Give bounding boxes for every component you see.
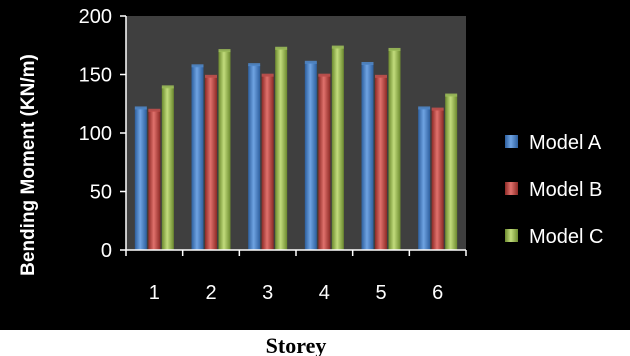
- bar-model-b-storey-3: [261, 75, 274, 250]
- y-tick-label: 0: [101, 240, 112, 262]
- x-tick-label: 2: [205, 282, 216, 304]
- x-tick-label: 6: [432, 282, 443, 304]
- x-tick-label: 3: [262, 282, 273, 304]
- x-ticks-group: 1 2 3 4 5 6: [125, 250, 467, 304]
- bar-cap: [388, 47, 401, 51]
- legend-label: Model A: [529, 132, 602, 154]
- bar-model-c-storey-4: [331, 47, 344, 251]
- bar-model-a-storey-5: [361, 63, 374, 250]
- x-tick-label: 5: [375, 282, 386, 304]
- bar-cap: [418, 106, 431, 110]
- bar-cap: [148, 108, 161, 112]
- x-tick-label: 4: [319, 282, 330, 304]
- bar-cap: [318, 73, 331, 77]
- bar-model-a-storey-2: [191, 66, 204, 250]
- bar-cap: [331, 45, 344, 49]
- y-tick-label: 100: [79, 123, 112, 145]
- y-axis-label: Bending Moment (KN/m): [18, 54, 39, 276]
- bar-cap: [218, 49, 231, 53]
- bar-cap: [275, 46, 288, 50]
- legend-swatch: [505, 135, 518, 148]
- bar-cap: [431, 107, 444, 111]
- bar-cap: [248, 63, 261, 67]
- bar-cap: [191, 64, 204, 68]
- y-tick-label: 50: [90, 182, 112, 204]
- plot-area: [126, 16, 466, 250]
- bar-cap: [304, 60, 317, 64]
- bar-cap: [261, 73, 274, 77]
- y-tick-label: 200: [79, 6, 112, 28]
- bar-cap: [445, 93, 458, 97]
- bar-model-b-storey-2: [205, 76, 217, 250]
- legend-swatch: [505, 229, 518, 242]
- bar-model-b-storey-4: [318, 75, 331, 250]
- legend-swatch: [505, 182, 518, 195]
- bars-group: [134, 45, 458, 251]
- bar-cap: [161, 85, 174, 89]
- bar-model-b-storey-6: [431, 109, 444, 250]
- bar-model-a-storey-1: [134, 108, 147, 251]
- bar-model-c-storey-3: [275, 48, 288, 251]
- bar-model-c-storey-5: [388, 49, 401, 251]
- legend-label: Model B: [529, 179, 602, 201]
- x-label-band: [0, 330, 630, 356]
- bar-cap: [134, 106, 147, 110]
- bar-cap: [205, 74, 217, 78]
- legend: Model A Model B Model C: [505, 132, 603, 248]
- x-tick-label: 1: [149, 282, 160, 304]
- bar-cap: [375, 74, 387, 78]
- bar-model-c-storey-2: [218, 51, 231, 250]
- legend-label: Model C: [529, 226, 603, 248]
- y-tick-label: 150: [79, 65, 112, 87]
- bar-model-c-storey-1: [161, 87, 174, 251]
- y-ticks-group: 0 50 100 150 200: [79, 6, 126, 262]
- bar-model-b-storey-1: [148, 110, 161, 251]
- bar-model-b-storey-5: [375, 76, 387, 250]
- bar-cap: [361, 61, 374, 65]
- bar-model-a-storey-3: [248, 65, 261, 250]
- x-axis-label: Storey: [266, 333, 327, 356]
- bar-model-c-storey-6: [445, 95, 458, 250]
- bar-model-a-storey-4: [304, 62, 317, 250]
- bar-model-a-storey-6: [418, 108, 431, 251]
